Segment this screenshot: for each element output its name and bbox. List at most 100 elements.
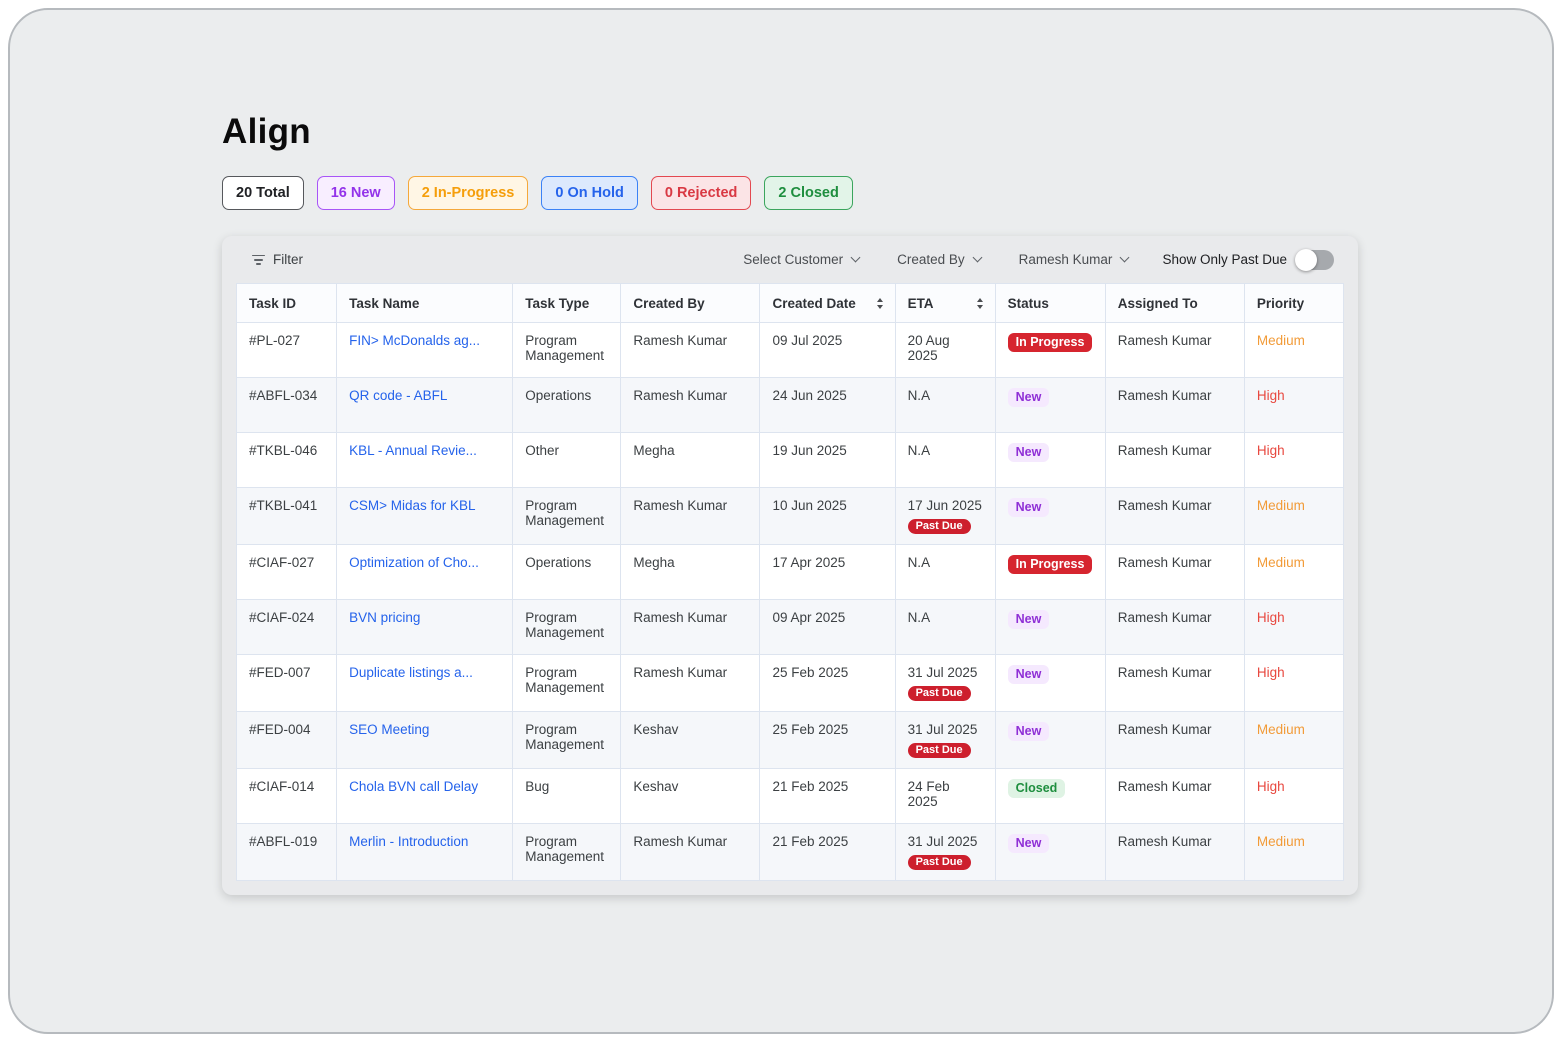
- created-date-cell: 10 Jun 2025: [759, 487, 896, 546]
- created-by-label: Created By: [897, 252, 965, 268]
- task-type-cell: Operations: [512, 377, 622, 434]
- table-row: #FED-004 SEO Meeting Program Management …: [235, 711, 1345, 770]
- eta-date: 17 Jun 2025: [907, 498, 982, 514]
- table-row: #TKBL-041 CSM> Midas for KBL Program Man…: [235, 487, 1345, 546]
- col-priority: Priority: [1243, 283, 1345, 324]
- priority-label: Medium: [1256, 498, 1305, 514]
- past-due-toggle[interactable]: [1295, 248, 1334, 271]
- col-task-type: Task Type: [512, 283, 622, 324]
- past-due-badge: Past Due: [907, 686, 971, 702]
- task-name-link[interactable]: FIN> McDonalds ag...: [349, 333, 481, 349]
- task-name-link[interactable]: Chola BVN call Delay: [349, 779, 479, 795]
- task-table: Task ID Task Name Task Type Created By C…: [235, 283, 1345, 882]
- stat-closed-badge[interactable]: 2 Closed: [764, 176, 853, 211]
- task-name-link[interactable]: KBL - Annual Revie...: [349, 443, 477, 459]
- table-row: #FED-007 Duplicate listings a... Program…: [235, 654, 1345, 713]
- created-date-cell: 09 Jul 2025: [759, 322, 896, 379]
- eta-date: 31 Jul 2025: [907, 722, 978, 738]
- task-id-cell: #TKBL-041: [235, 487, 338, 546]
- task-table-wrapper: Task ID Task Name Task Type Created By C…: [235, 283, 1345, 882]
- created-by-cell: Keshav: [620, 768, 761, 825]
- task-name-link[interactable]: QR code - ABFL: [349, 388, 448, 404]
- assigned-to-cell: Ramesh Kumar: [1104, 711, 1245, 770]
- main-content: Align 20 Total 16 New 2 In-Progress 0 On…: [214, 112, 1358, 896]
- status-cell: New: [994, 599, 1106, 656]
- chevron-down-icon: [850, 252, 861, 263]
- select-customer-dropdown[interactable]: Select Customer: [743, 252, 861, 267]
- created-date-cell: 24 Jun 2025: [759, 377, 896, 434]
- task-id-cell: #CIAF-027: [235, 544, 338, 601]
- task-id-cell: #FED-004: [235, 711, 338, 770]
- task-name-link[interactable]: Merlin - Introduction: [349, 834, 469, 850]
- task-name-link[interactable]: Optimization of Cho...: [349, 555, 479, 571]
- created-by-dropdown[interactable]: Created By: [897, 252, 983, 268]
- table-row: #PL-027 FIN> McDonalds ag... Program Man…: [235, 322, 1345, 379]
- eta-cell: N.A: [894, 599, 996, 656]
- assigned-to-cell: Ramesh Kumar: [1104, 599, 1245, 656]
- assignee-dropdown[interactable]: Ramesh Kumar: [1019, 252, 1130, 267]
- assigned-to-cell: Ramesh Kumar: [1104, 377, 1245, 434]
- col-task-name: Task Name: [336, 283, 514, 324]
- assigned-to-cell: Ramesh Kumar: [1104, 322, 1245, 379]
- status-cell: New: [994, 654, 1106, 713]
- eta-cell: 31 Jul 2025 Past Due: [894, 823, 996, 882]
- assigned-to-cell: Ramesh Kumar: [1104, 544, 1245, 601]
- priority-label: High: [1256, 665, 1285, 681]
- task-name-link[interactable]: CSM> Midas for KBL: [349, 498, 476, 514]
- task-id-cell: #ABFL-034: [235, 377, 338, 434]
- stat-on-hold-badge[interactable]: 0 On Hold: [541, 176, 638, 211]
- assigned-to-cell: Ramesh Kumar: [1104, 768, 1245, 825]
- created-by-cell: Ramesh Kumar: [620, 654, 761, 713]
- status-badge: New: [1007, 834, 1050, 854]
- priority-label: High: [1256, 610, 1285, 626]
- created-by-cell: Ramesh Kumar: [620, 377, 761, 434]
- status-cell: New: [994, 432, 1106, 489]
- priority-cell: Medium: [1243, 823, 1345, 882]
- status-badge: New: [1007, 722, 1050, 742]
- eta-date: N.A: [907, 388, 931, 404]
- eta-date: 24 Feb 2025: [907, 779, 950, 810]
- stat-total-badge[interactable]: 20 Total: [222, 176, 304, 211]
- created-date-cell: 19 Jun 2025: [759, 432, 896, 489]
- eta-cell: 17 Jun 2025 Past Due: [894, 487, 996, 546]
- task-name-cell: Duplicate listings a...: [336, 654, 514, 713]
- created-by-cell: Ramesh Kumar: [620, 322, 761, 379]
- created-date-cell: 21 Feb 2025: [759, 768, 896, 825]
- sort-icon[interactable]: [976, 298, 983, 309]
- task-name-link[interactable]: SEO Meeting: [349, 722, 430, 738]
- created-by-cell: Ramesh Kumar: [620, 823, 761, 882]
- sort-icon[interactable]: [876, 298, 883, 309]
- stat-rejected-badge[interactable]: 0 Rejected: [650, 176, 752, 211]
- col-eta-label: ETA: [907, 295, 934, 311]
- task-name-cell: KBL - Annual Revie...: [336, 432, 514, 489]
- chevron-down-icon: [1119, 252, 1130, 263]
- status-summary-bar: 20 Total 16 New 2 In-Progress 0 On Hold …: [222, 176, 1354, 211]
- status-badge: New: [1007, 665, 1050, 685]
- stat-in-progress-badge[interactable]: 2 In-Progress: [407, 176, 529, 211]
- col-created-by: Created By: [620, 283, 761, 324]
- task-table-card: Filter Select Customer Created By Ramesh…: [222, 236, 1358, 896]
- filter-bar: Filter Select Customer Created By Ramesh…: [222, 236, 1358, 283]
- created-by-cell: Megha: [620, 432, 761, 489]
- task-type-cell: Bug: [512, 768, 622, 825]
- eta-date: 31 Jul 2025: [907, 665, 978, 681]
- status-badge: Closed: [1007, 779, 1066, 799]
- col-created-date[interactable]: Created Date: [759, 283, 896, 324]
- eta-date: N.A: [907, 443, 931, 459]
- task-id-cell: #FED-007: [235, 654, 338, 713]
- table-row: #CIAF-014 Chola BVN call Delay Bug Kesha…: [235, 768, 1345, 825]
- created-by-cell: Megha: [620, 544, 761, 601]
- created-date-cell: 25 Feb 2025: [759, 711, 896, 770]
- filter-button[interactable]: Filter: [252, 252, 303, 267]
- task-type-cell: Operations: [512, 544, 622, 601]
- past-due-badge: Past Due: [907, 743, 971, 759]
- task-name-link[interactable]: Duplicate listings a...: [349, 665, 473, 681]
- table-row: #ABFL-019 Merlin - Introduction Program …: [235, 823, 1345, 882]
- status-cell: Closed: [994, 768, 1106, 825]
- past-due-badge: Past Due: [907, 519, 971, 535]
- stat-new-badge[interactable]: 16 New: [316, 176, 395, 211]
- col-eta[interactable]: ETA: [894, 283, 996, 324]
- task-type-cell: Program Management: [512, 322, 622, 379]
- task-name-link[interactable]: BVN pricing: [349, 610, 421, 626]
- task-id-cell: #CIAF-024: [235, 599, 338, 656]
